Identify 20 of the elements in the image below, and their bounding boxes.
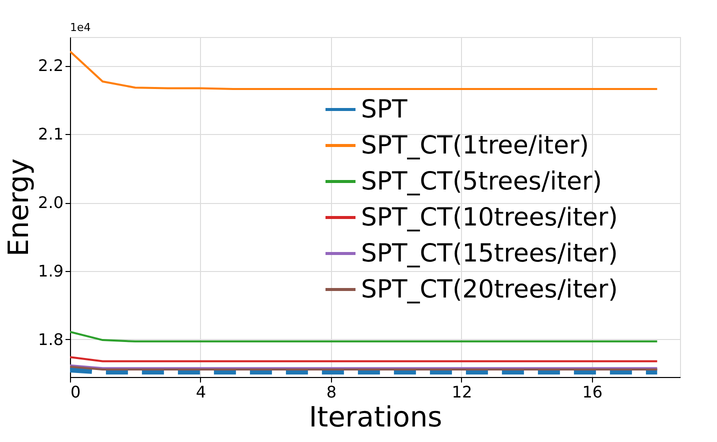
x-tick-label: 0 (70, 382, 81, 402)
line-series (70, 50, 658, 90)
y-tick-label: 2.2 (38, 56, 64, 76)
x-axis-title: Iterations (308, 400, 442, 434)
x-tick-label: 8 (326, 382, 337, 402)
legend-label: SPT_CT(15trees/iter) (361, 238, 618, 268)
y-tick-label: 2.1 (38, 124, 64, 144)
legend-label: SPT (361, 94, 408, 124)
legend-label: SPT_CT(20trees/iter) (361, 274, 618, 304)
legend-label: SPT_CT(10trees/iter) (361, 202, 618, 232)
y-axis-title: Energy (2, 158, 36, 257)
x-tick-label: 16 (582, 382, 603, 402)
legend-label: SPT_CT(5trees/iter) (361, 166, 602, 196)
legend-label: SPT_CT(1tree/iter) (361, 130, 589, 160)
text: 1e4 (70, 21, 91, 34)
y-tick-label: 1.8 (38, 330, 64, 349)
x-tick-label: 4 (196, 382, 206, 402)
x-tick-label: 12 (452, 382, 472, 402)
y-tick-label: 2.0 (38, 193, 64, 212)
y-tick-label: 1.9 (38, 261, 64, 280)
